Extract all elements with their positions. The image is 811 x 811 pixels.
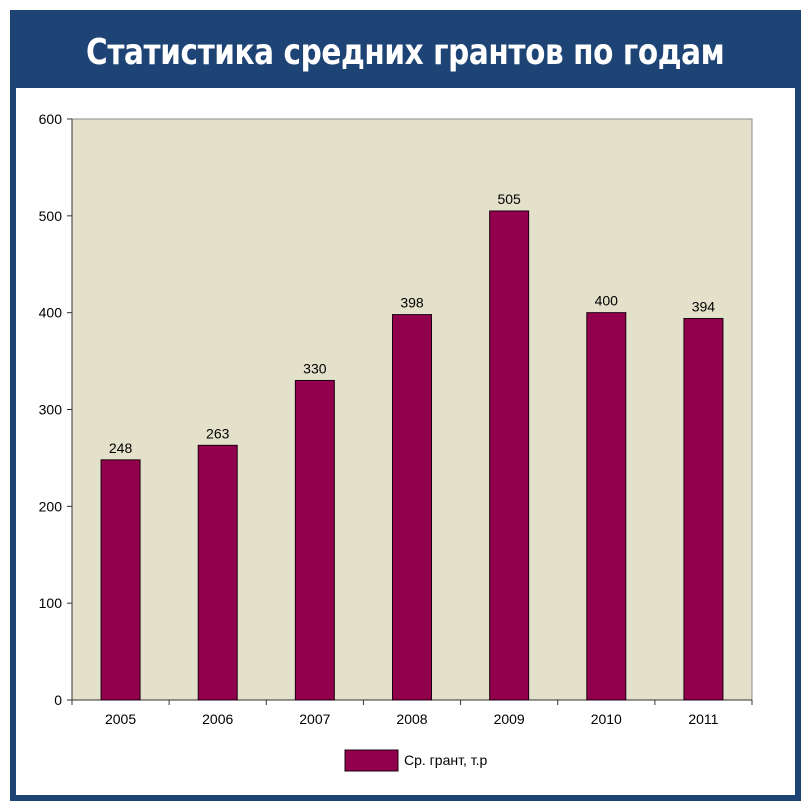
y-tick-label: 100 xyxy=(39,595,63,611)
bar-value-label: 400 xyxy=(595,293,619,309)
y-tick-label: 600 xyxy=(39,111,63,127)
title-bar: Статистика средних грантов по годам xyxy=(16,16,795,88)
bar-value-label: 394 xyxy=(692,298,716,314)
x-tick-label: 2008 xyxy=(396,711,427,727)
x-tick-label: 2011 xyxy=(688,711,718,727)
y-tick-label: 400 xyxy=(39,305,63,321)
bar-value-label: 330 xyxy=(303,360,327,376)
y-tick-label: 200 xyxy=(39,498,63,514)
bars: 248 263 330 398 505 400 394 xyxy=(100,191,724,701)
bar-value-label: 263 xyxy=(206,425,230,441)
legend-swatch xyxy=(344,749,399,772)
bar xyxy=(586,312,627,701)
x-tick-label: 2007 xyxy=(299,711,330,727)
x-axis: 2005 2006 2007 2008 2009 2010 2011 xyxy=(71,699,753,727)
bar xyxy=(294,379,335,701)
y-tick-label: 0 xyxy=(54,692,62,708)
x-tick-label: 2006 xyxy=(202,711,233,727)
bar xyxy=(100,459,141,701)
y-tick-label: 300 xyxy=(39,402,63,418)
legend: Ср. грант, т.р xyxy=(344,749,487,772)
bar xyxy=(392,314,432,701)
bar xyxy=(683,317,724,701)
bar xyxy=(197,444,238,701)
bar xyxy=(489,210,530,701)
x-tick-label: 2010 xyxy=(591,711,622,727)
legend-label: Ср. грант, т.р xyxy=(404,752,487,768)
bar-value-label: 505 xyxy=(497,191,521,207)
bar-value-label: 248 xyxy=(109,440,133,456)
x-tick-label: 2009 xyxy=(494,711,525,727)
x-tick-label: 2005 xyxy=(105,711,136,727)
y-axis: 0 100 200 300 400 500 600 xyxy=(39,111,73,708)
chart-title: Статистика средних грантов по годам xyxy=(86,31,725,73)
y-tick-label: 500 xyxy=(39,208,63,224)
bar-value-label: 398 xyxy=(400,295,424,311)
